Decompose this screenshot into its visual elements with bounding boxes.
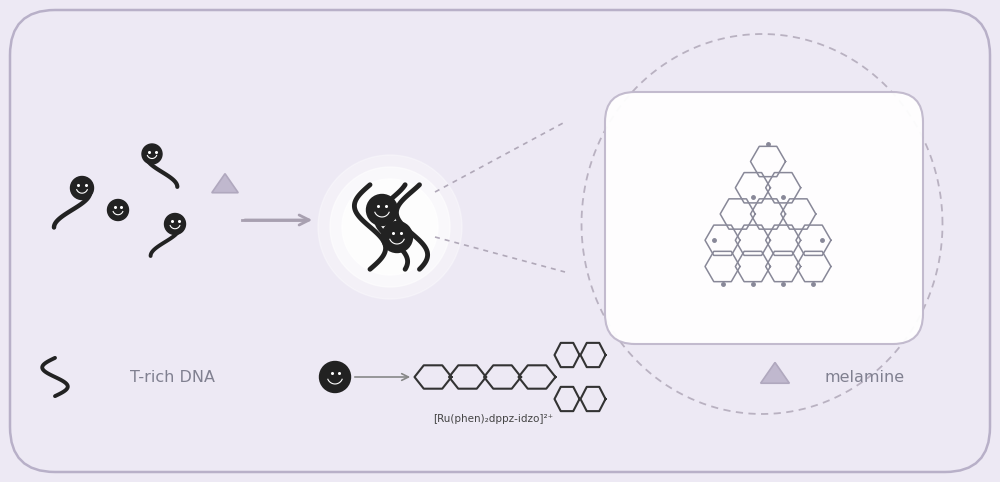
Circle shape (142, 144, 162, 164)
Circle shape (366, 195, 398, 226)
Polygon shape (212, 174, 238, 193)
Circle shape (108, 200, 128, 220)
Text: melamine: melamine (825, 370, 905, 385)
Polygon shape (761, 362, 789, 383)
Text: T-rich DNA: T-rich DNA (130, 370, 214, 385)
FancyBboxPatch shape (10, 10, 990, 472)
Circle shape (330, 167, 450, 287)
Text: [Ru(phen)₂dppz-idzo]²⁺: [Ru(phen)₂dppz-idzo]²⁺ (433, 414, 553, 424)
Circle shape (318, 155, 462, 299)
Circle shape (382, 222, 413, 253)
Circle shape (342, 179, 438, 275)
Circle shape (320, 362, 351, 392)
FancyBboxPatch shape (605, 92, 923, 344)
Circle shape (164, 214, 186, 235)
Circle shape (70, 176, 94, 200)
